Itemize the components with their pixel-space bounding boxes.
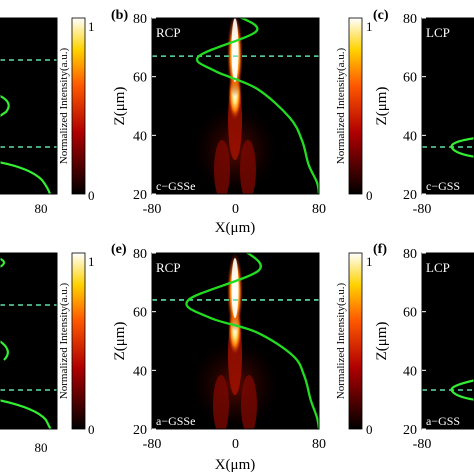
colorbar-b-label: Normalized Intensity(a.u.) bbox=[335, 47, 347, 164]
panel-b-label: (b) bbox=[111, 8, 128, 23]
colorbar-e-label: Normalized Intensity(a.u.) bbox=[335, 282, 347, 399]
panel-e-profile-curve bbox=[185, 253, 319, 429]
panel-c-y-axis-label: Z(μm) bbox=[374, 87, 390, 126]
panel-c-profile-curve bbox=[450, 137, 474, 158]
panel-e-y-tick-label: 40 bbox=[133, 364, 147, 379]
panel-c-y-tick-label: 60 bbox=[403, 71, 417, 86]
colorbar-b: Normalized Intensity(a.u.) 1 0 bbox=[335, 17, 373, 203]
panel-f: (f) Z(μm) LCP a−GSS 80 60 40 20-80 bbox=[373, 242, 474, 452]
panel-e-x-axis-label: X(μm) bbox=[215, 457, 256, 473]
panel-f-x-tick-label: -80 bbox=[413, 437, 432, 452]
panel-e-x-tick-label: 80 bbox=[312, 437, 326, 452]
panel-f-label: (f) bbox=[373, 242, 387, 257]
panel-b-polarization-label: RCP bbox=[156, 25, 181, 40]
panel-b: (b) Z(μm) RCP c−GSSe 80 60 40 20-80 0 80 X(μm… bbox=[111, 8, 326, 236]
panel-c-label: (c) bbox=[373, 8, 389, 23]
colorbar-left-top-tick-max: 1 bbox=[88, 19, 95, 34]
panel-e-x-tick-label: 0 bbox=[232, 437, 239, 452]
colorbar-left-bottom-tick-min: 0 bbox=[88, 422, 95, 437]
colorbar-b-tick-min: 0 bbox=[366, 188, 373, 203]
panel-b-x-tick-label: 80 bbox=[312, 202, 326, 217]
panel-b-heatmap bbox=[193, 18, 277, 194]
colorbar-left-top-tick-min: 0 bbox=[88, 188, 95, 203]
panel-b-y-tick-label: 20 bbox=[133, 188, 147, 203]
colorbar-left-top-label: Normalized Intensity(a.u.) bbox=[58, 47, 70, 164]
panel-f-y-tick-label: 80 bbox=[403, 247, 417, 262]
panel-e-y-tick-label: 20 bbox=[133, 423, 147, 438]
panel-f-profile-curve bbox=[450, 379, 474, 401]
left-top-profile-curve bbox=[0, 94, 52, 194]
panel-f-y-tick-label: 60 bbox=[403, 306, 417, 321]
panel-b-y-tick-label: 40 bbox=[133, 129, 147, 144]
panel-c-x-tick-label: -80 bbox=[413, 202, 432, 217]
panel-e-polarization-label: RCP bbox=[156, 260, 181, 275]
panel-b-x-tick-label: 0 bbox=[232, 202, 239, 217]
panel-e-y-axis-label: Z(μm) bbox=[112, 322, 128, 361]
colorbar-e-tick-max: 1 bbox=[366, 254, 373, 269]
panel-f-polarization-label: LCP bbox=[426, 260, 450, 275]
panel-f-y-tick-label: 20 bbox=[403, 423, 417, 438]
left-partial-panel-bottom: 80 bbox=[0, 252, 58, 455]
colorbar-left-bottom: Normalized Intensity(a.u.) 1 0 bbox=[58, 252, 95, 437]
colorbar-e-tick-min: 0 bbox=[366, 422, 373, 437]
panel-e-label: (e) bbox=[111, 242, 127, 257]
left-bottom-x-tick: 80 bbox=[35, 440, 48, 455]
panel-c-polarization-label: LCP bbox=[426, 25, 450, 40]
panel-e-y-tick-label: 60 bbox=[133, 306, 147, 321]
colorbar-left-top: Normalized Intensity(a.u.) 1 0 bbox=[58, 17, 95, 203]
panel-f-plot-area bbox=[422, 253, 474, 429]
panel-b-x-tick-label: -80 bbox=[143, 202, 162, 217]
panel-b-material-label: c−GSSe bbox=[156, 179, 195, 193]
panel-c-plot-area bbox=[422, 18, 474, 194]
panel-c: (c) Z(μm) LCP c−GSS 80 60 40 20-80 bbox=[373, 8, 474, 217]
left-top-x-tick: 80 bbox=[35, 201, 48, 216]
panel-c-y-tick-label: 20 bbox=[403, 188, 417, 203]
panel-e-material-label: a−GSSe bbox=[156, 414, 195, 428]
colorbar-b-tick-max: 1 bbox=[366, 19, 373, 34]
panel-c-material-label: c−GSS bbox=[426, 179, 460, 193]
panel-b-y-tick-label: 80 bbox=[133, 12, 147, 27]
panel-e: (e) Z(μm) RCP a−GSSe 80 60 40 20-80 0 80 X(μm… bbox=[111, 242, 326, 473]
panel-f-material-label: a−GSS bbox=[426, 414, 460, 428]
colorbar-e: Normalized Intensity(a.u.) 1 0 bbox=[335, 252, 373, 437]
panel-b-profile-curve bbox=[195, 18, 319, 194]
panel-b-x-axis-label: X(μm) bbox=[215, 220, 256, 236]
colorbar-left-bottom-label: Normalized Intensity(a.u.) bbox=[58, 282, 70, 399]
panel-c-y-tick-label: 40 bbox=[403, 129, 417, 144]
panel-e-y-tick-label: 80 bbox=[133, 247, 147, 262]
panel-c-y-tick-label: 80 bbox=[403, 12, 417, 27]
colorbar-left-bottom-tick-max: 1 bbox=[88, 254, 95, 269]
panel-f-y-tick-label: 40 bbox=[403, 364, 417, 379]
panel-b-y-axis-label: Z(μm) bbox=[112, 87, 128, 126]
left-partial-panel-top: 80 bbox=[0, 17, 58, 216]
panel-e-x-tick-label: -80 bbox=[143, 437, 162, 452]
panel-f-y-axis-label: Z(μm) bbox=[374, 322, 390, 361]
panel-b-y-tick-label: 60 bbox=[133, 71, 147, 86]
panel-e-heatmap bbox=[191, 253, 279, 429]
